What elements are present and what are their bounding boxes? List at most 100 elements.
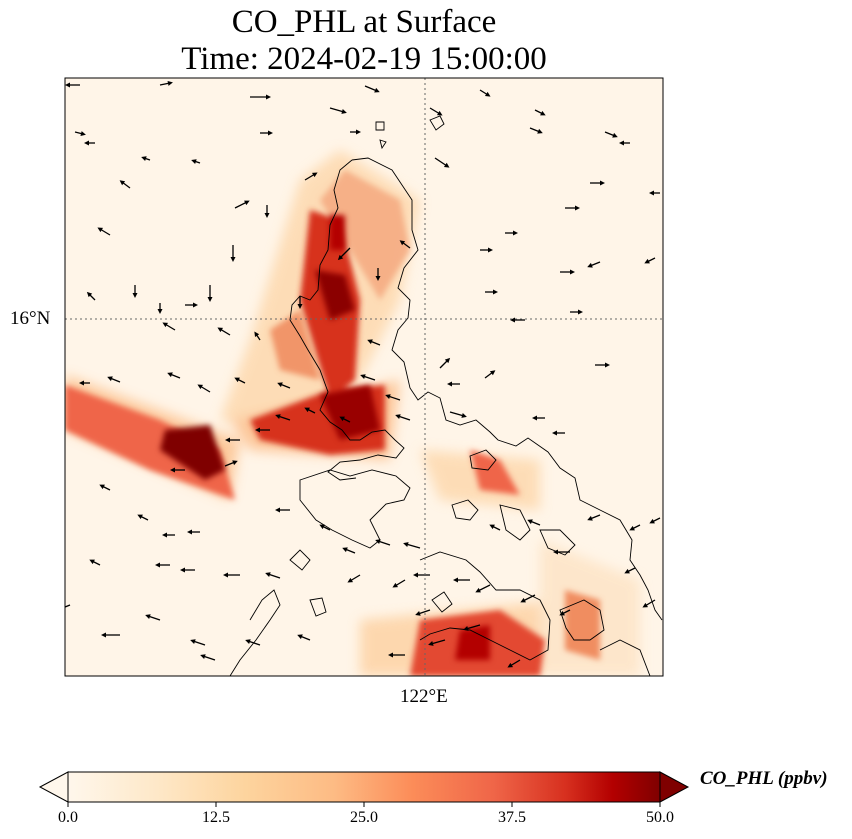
wind-arrow-head [520, 597, 526, 603]
wind-arrow-head [415, 610, 421, 616]
wind-arrow-head [392, 582, 399, 588]
wind-arrow-head [649, 518, 655, 524]
wind-arrow-head [578, 309, 583, 315]
wind-arrow-head [553, 549, 558, 555]
wind-arrow-head [347, 577, 354, 583]
map-plot [57, 77, 664, 677]
wind-arrow-head [507, 662, 514, 668]
wind-arrow [247, 640, 261, 646]
wind-arrow-head [642, 602, 649, 608]
wind-arrow-head [297, 304, 303, 309]
wind-arrow-head [99, 484, 105, 490]
wind-arrow-head [244, 200, 250, 206]
wind-arrow-head [399, 240, 406, 246]
wind-arrow-head [453, 577, 458, 583]
wind-arrow-head [145, 614, 151, 620]
wind-arrow [339, 247, 351, 259]
wind-arrow-head [266, 94, 271, 100]
wind-arrow [377, 540, 391, 546]
wind-arrow-head [232, 460, 238, 466]
wind-arrow-head [187, 529, 192, 535]
wind-arrow-head [644, 258, 650, 264]
wind-arrow-head [207, 297, 213, 302]
wind-arrow-head [552, 430, 557, 436]
colorbar-extend-high [659, 771, 690, 803]
wind-arrow-head [428, 641, 434, 646]
coastlines [229, 115, 663, 676]
wind-arrow-head [337, 254, 344, 261]
wind-arrow-head [304, 407, 310, 413]
wind-arrow-head [155, 562, 160, 568]
wind-arrow-head [162, 532, 167, 538]
wind-arrow [417, 609, 431, 615]
wind-arrow-head [234, 377, 240, 383]
wind-arrow-head [510, 317, 515, 323]
colorbar-tick-label: 0.0 [58, 809, 78, 826]
wind-arrow-head [119, 180, 126, 186]
wind-arrow-head [484, 91, 491, 97]
wind-arrow-head [488, 247, 493, 253]
wind-arrow [397, 415, 411, 421]
wind-arrow-head [311, 172, 318, 178]
wind-arrow-head [629, 525, 635, 531]
wind-arrow [329, 107, 345, 113]
wind-arrow-head [403, 542, 409, 547]
wind-arrow-head [339, 416, 345, 422]
wind-arrow [522, 594, 536, 602]
wind-arrow-head [463, 626, 469, 631]
wind-arrow-head [475, 587, 481, 593]
wind-arrow-head [167, 80, 173, 86]
wind-arrow-head [217, 327, 224, 333]
wind-arrow-head [97, 227, 104, 233]
wind-arrow-head [413, 572, 418, 578]
map-frame [64, 77, 664, 677]
wind-arrow-head [570, 269, 575, 275]
wind-arrow-head [649, 190, 654, 196]
wind-arrow-head [193, 302, 198, 308]
wind-arrow-head [612, 132, 618, 138]
wind-arrow-head [319, 524, 325, 530]
wind-arrow [364, 85, 378, 92]
wind-arrow-head [132, 293, 138, 298]
wind-arrow-head [388, 652, 393, 658]
wind-arrow-head [443, 162, 450, 168]
wind-arrow-head [342, 547, 348, 553]
lat-tick-label: 16°N [10, 308, 51, 329]
wind-arrow-head [540, 110, 546, 116]
wind-arrow-head [461, 413, 467, 418]
wind-arrow-head [265, 572, 271, 578]
wind-arrow [362, 375, 376, 381]
wind-arrow-head [157, 309, 163, 314]
wind-arrow-head [447, 381, 452, 387]
colorbar-tick-label: 12.5 [202, 809, 230, 826]
colorbar [38, 771, 690, 807]
wind-arrow-head [101, 632, 106, 638]
wind-arrow-head [225, 437, 230, 443]
wind-arrow-head [587, 262, 593, 268]
wind-arrow-head [170, 467, 175, 473]
wind-arrow-head [600, 180, 605, 186]
wind-arrow-head [277, 382, 283, 388]
wind-arrow-head [86, 291, 93, 298]
wind-arrow-head [367, 339, 373, 345]
wind-arrow-head [395, 414, 401, 420]
wind-arrow-head [107, 376, 113, 382]
wind-arrow [477, 584, 491, 592]
wind-arrow-head [190, 639, 196, 645]
wind-arrow-head [559, 610, 565, 616]
wind-arrow [267, 573, 281, 579]
colorbar-label: CO_PHL (ppbv) [700, 768, 828, 789]
wind-arrow-head [297, 634, 303, 640]
wind-arrow-head [57, 606, 63, 611]
wind-arrow-head [167, 372, 173, 378]
wind-arrow-head [137, 514, 143, 520]
chart-title: CO_PHL at Surface [231, 4, 497, 40]
wind-arrow-head [527, 519, 533, 525]
wind-arrow-head [444, 357, 451, 364]
wind-arrow-head [624, 568, 630, 574]
wind-arrow-head [79, 380, 84, 386]
wind-arrow-head [255, 427, 260, 433]
lon-tick-label: 122°E [400, 686, 448, 707]
wind-arrow-head [162, 322, 169, 328]
wind-arrow [277, 415, 291, 421]
